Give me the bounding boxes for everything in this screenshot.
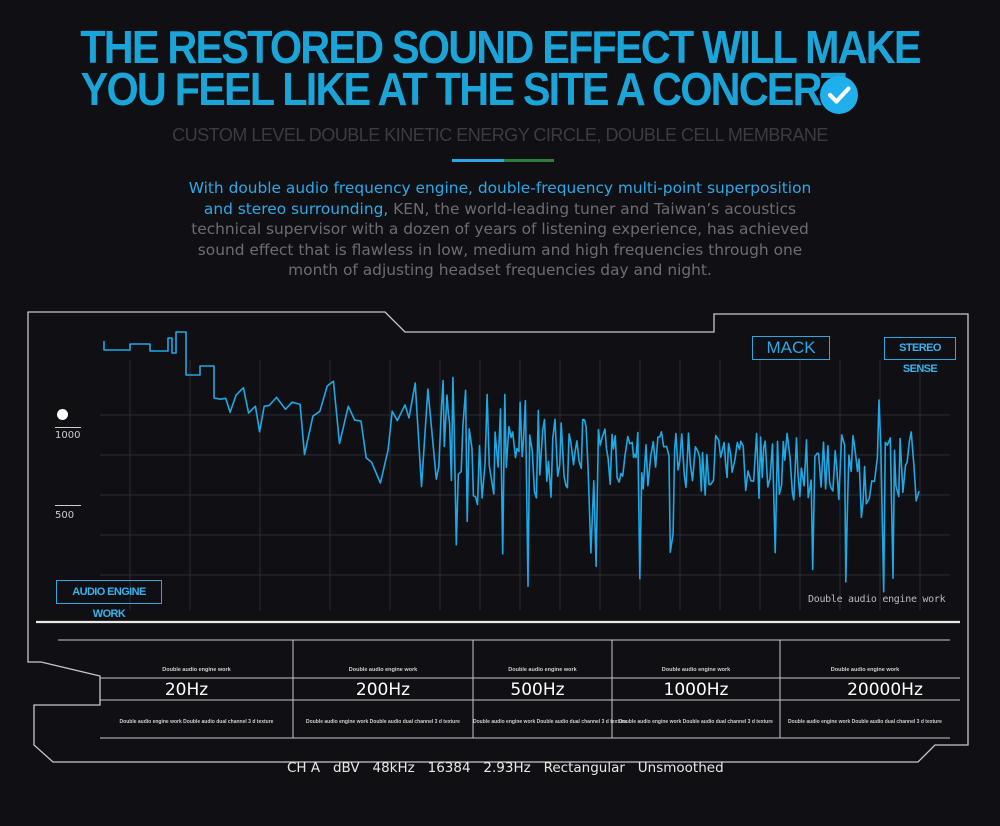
description-paragraph: With double audio frequency engine, doub… (185, 178, 815, 281)
table-cell-top: Double audio engine work (348, 667, 418, 673)
subtitle: CUSTOM LEVEL DOUBLE KINETIC ENERGY CIRCL… (172, 125, 828, 145)
table-cell-bottom: Double audio engine work Double audio du… (473, 719, 627, 725)
table-cell-frequency: 20000Hz (847, 680, 923, 700)
table-cell-frequency: 1000Hz (663, 680, 729, 700)
y-axis-dot (57, 409, 68, 420)
headline-line-1: THE RESTORED SOUND EFFECT WILL MAKE (80, 21, 921, 73)
divider-blue (452, 159, 504, 162)
y-tick-high (55, 427, 81, 428)
audio-engine-work-tag: AUDIO ENGINE WORK (56, 580, 162, 620)
graph-gridlines (100, 360, 950, 610)
table-cell-frequency: 200Hz (355, 680, 411, 700)
check-circle-icon (820, 76, 858, 114)
table-cell-frequency: 500Hz (510, 680, 565, 700)
description-rest: KEN, the world-leading tuner and Taiwan’… (191, 199, 809, 280)
stereo-sense-tag: STEREO SENSE (884, 337, 956, 375)
description-highlight: With double audio frequency engine, doub… (188, 179, 812, 218)
y-tick-low (55, 505, 81, 506)
table-cell-bottom: Double audio engine work Double audio du… (619, 719, 773, 725)
waveform (103, 331, 920, 593)
table-cell-top: Double audio engine work (830, 667, 900, 673)
table-cell-bottom: Double audio engine work Double audio du… (788, 719, 942, 725)
table-cell-frequency: 20Hz (164, 680, 209, 700)
table-cell-top: Double audio engine work (508, 667, 577, 673)
y-label-1000: 1000 (55, 430, 81, 441)
table-cell-top: Double audio engine work (661, 667, 731, 673)
table-cell-bottom: Double audio engine work Double audio du… (119, 719, 274, 725)
mack-tag: MACK (752, 336, 830, 360)
table-cell-bottom: Double audio engine work Double audio du… (306, 719, 460, 725)
graph-caption: Double audio engine work (808, 594, 946, 605)
headline-line-2: YOU FEEL LIKE AT THE SITE A CONCERT. (80, 63, 851, 115)
table-cell-top: Double audio engine work (162, 667, 231, 673)
divider-green (504, 159, 554, 162)
y-label-500: 500 (55, 510, 75, 521)
analyzer-status-line: CH A dBV 48kHz 16384 2.93Hz Rectangular … (287, 760, 724, 776)
graph-frame (27, 311, 969, 763)
